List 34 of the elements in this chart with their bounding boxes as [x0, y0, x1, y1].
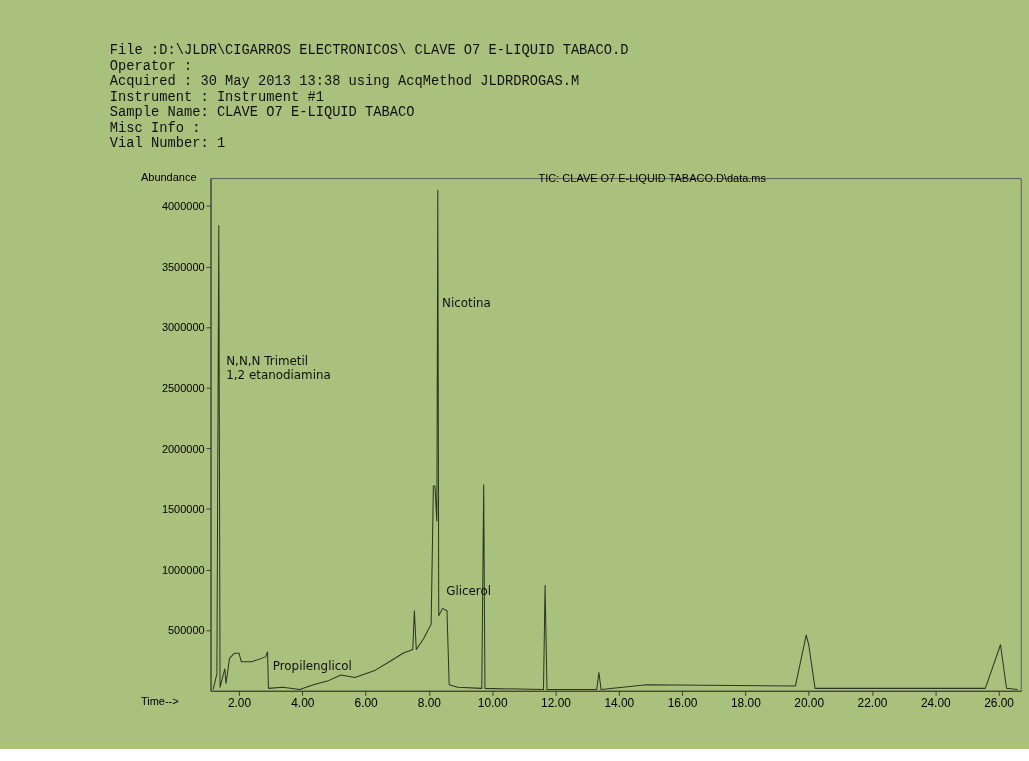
x-axis-title: Time--> [140, 695, 179, 708]
text: Misc Info : [109, 120, 201, 136]
text: Instrument : Instrument #1 [109, 89, 324, 105]
x-tick-label: 12.00 [541, 695, 572, 710]
annotation: Nicotina [442, 295, 491, 310]
x-tick-label: 8.00 [417, 695, 442, 710]
text: File :D:\JLDR\CIGARROS ELECTRONICOS\ CLAVE O7 E-LIQUID TABACO.D [109, 43, 629, 59]
y-tick-label: 1500000 [161, 503, 205, 516]
x-tick-label: 16.00 [667, 695, 698, 710]
x-tick-label: 24.00 [920, 695, 952, 710]
x-tick-label: 20.00 [794, 695, 825, 710]
y-tick-label: 2000000 [161, 442, 205, 455]
y-axis-title: Abundance [140, 170, 197, 183]
y-tick-label: 2500000 [161, 381, 205, 394]
y-tick-label: 3500000 [161, 260, 205, 273]
x-tick-label: 18.00 [730, 695, 762, 710]
x-tick-label: 10.00 [477, 695, 508, 710]
y-tick-label: 3000000 [161, 321, 205, 334]
y-tick-label: 1000000 [161, 563, 205, 576]
x-tick-label: 26.00 [984, 695, 1015, 710]
x-tick-label: 14.00 [604, 695, 635, 710]
text: Acquired : 30 May 2013 13:38 using AcqMethod JLDRDROGAS.M [109, 74, 580, 90]
text: Vial Number: 1 [109, 136, 226, 152]
x-tick-label: 4.00 [291, 695, 315, 710]
y-tick-label: 4000000 [161, 200, 205, 213]
text: Operator : [109, 58, 193, 74]
annotation: N,N,N Trimetil 1,2 etanodiamina [226, 353, 331, 382]
text: Sample Name: CLAVE O7 E-LIQUID TABACO [109, 105, 415, 121]
y-tick-label: 500000 [168, 624, 205, 637]
x-tick-label: 2.00 [227, 695, 252, 710]
x-tick-label: 22.00 [857, 695, 888, 710]
annotation: Propilenglicol [272, 659, 352, 674]
x-tick-label: 6.00 [354, 695, 379, 710]
chart-title: TIC: CLAVE O7 E-LIQUID TABACO.D\data.ms [538, 171, 767, 184]
